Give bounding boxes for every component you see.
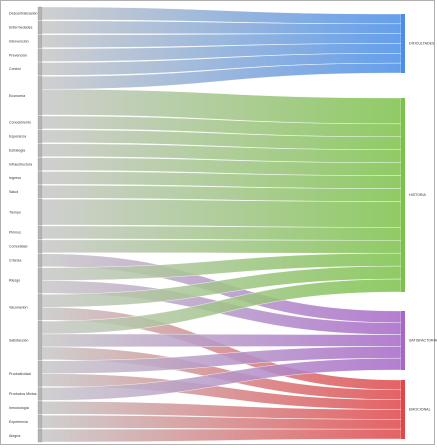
source-label-inmunologia: Inmunología (9, 406, 29, 410)
source-node-vacunacion (37, 294, 43, 321)
source-label-productos-mixtos: Productos Mixtos (9, 392, 37, 396)
target-label-dificultades: DIFICULTADES (409, 42, 435, 46)
source-label-esperanza: Esperanza (9, 135, 26, 139)
source-label-riesgo: Riesgo (9, 279, 20, 283)
target-node-dificultades (401, 14, 405, 73)
source-node-comunidad (37, 239, 43, 253)
source-label-estrategia: Estrategia (9, 148, 25, 152)
source-node-inmunologia (37, 401, 43, 415)
source-label-pirimos: Pirimos (9, 231, 21, 235)
link-pirimos-to-historia (41, 225, 402, 241)
source-label-satisfaccion: Satisfacción (9, 339, 28, 343)
source-node-infraestructura (37, 157, 43, 171)
source-label-crianza: Crianza (9, 258, 21, 262)
source-node-productividad (37, 360, 43, 387)
source-node-enfermedades (37, 20, 43, 34)
source-label-experiencia: Experiencia (9, 420, 28, 424)
source-node-estrategia (37, 143, 43, 157)
source-node-intervencion (37, 34, 43, 48)
target-node-emocional (401, 380, 405, 439)
link-comunidad-to-historia (41, 239, 402, 254)
source-node-tiempo (37, 199, 43, 226)
source-label-economia: Economía (9, 94, 25, 98)
target-node-satisfactorias (401, 311, 405, 370)
link-alegria-to-emocional (41, 428, 402, 443)
source-label-salud: Salud (9, 190, 18, 194)
source-label-ingreso: Ingreso (9, 176, 21, 180)
source-label-tiempo: Tiempo (9, 210, 21, 214)
source-node-salud (37, 185, 43, 199)
source-label-alegria: Alegría (9, 434, 20, 438)
source-node-prevencion (37, 48, 43, 62)
source-label-conocimiento: Conocimiento (9, 121, 31, 125)
target-label-satisfactorias: SATISFACTORIAS (409, 339, 437, 343)
source-node-control (37, 62, 43, 76)
target-nodes-layer (401, 14, 405, 439)
source-label-descentralizacion: Descentralización (9, 12, 37, 16)
source-node-ingreso (37, 171, 43, 185)
link-satisfaccion-to-satisfactorias (41, 333, 402, 348)
source-label-productividad: Productividad (9, 372, 31, 376)
target-label-historia: HISTORIA (409, 193, 427, 197)
target-node-historia (401, 98, 405, 292)
source-node-economia (37, 76, 43, 116)
source-node-experiencia (37, 415, 43, 429)
source-label-comunidad: Comunidad (9, 245, 27, 249)
source-node-pirimos (37, 225, 43, 240)
source-label-control: Control (9, 67, 21, 71)
source-node-esperanza (37, 129, 43, 143)
link-tiempo-to-historia (41, 199, 402, 228)
target-label-emocional: EMOCIONAL (409, 408, 431, 412)
source-node-conocimiento (37, 115, 43, 130)
source-node-alegria (37, 428, 43, 443)
source-label-prevencion: Prevención (9, 53, 27, 57)
links-layer (41, 6, 402, 443)
source-node-crianza (37, 253, 43, 267)
source-label-enfermedades: Enfermedades (9, 26, 33, 30)
source-label-intervencion: Intervención (9, 39, 29, 43)
source-label-vacunacion: Vacunación (9, 305, 28, 309)
source-label-infraestructura: Infraestructura (9, 162, 32, 166)
source-nodes-layer (37, 6, 43, 443)
source-node-descentralizacion (37, 6, 43, 21)
labels-layer: Descentralización Enfermedades Intervenció… (9, 12, 437, 438)
source-node-productos-mixtos (37, 387, 43, 401)
source-node-riesgo (37, 267, 43, 294)
source-node-satisfaccion (37, 320, 43, 360)
